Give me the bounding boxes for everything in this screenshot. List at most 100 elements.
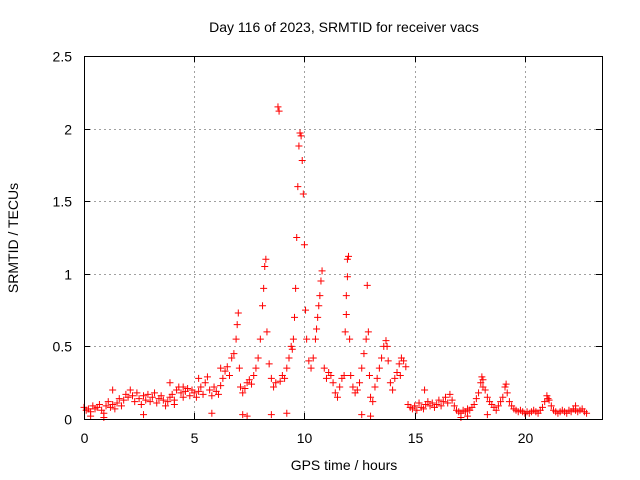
data-point [343,273,351,281]
data-point [293,234,301,241]
data-point [283,364,291,372]
x-tick-label: 10 [297,430,313,446]
data-point [483,393,491,401]
x-axis-label: GPS time / hours [291,457,398,473]
data-point [230,350,238,358]
data-point [349,383,357,391]
data-point [287,342,295,350]
data-point [281,374,289,382]
data-point [391,374,399,382]
x-tick-label: 0 [81,430,89,446]
data-point [109,386,117,394]
data-point [503,389,511,397]
data-point [272,379,280,387]
data-point [292,284,300,292]
data-point [221,367,229,375]
y-axis-label: SRMTID / TECUs [5,183,21,293]
data-point [95,400,103,408]
data-point [241,385,249,393]
data-point [262,255,270,263]
data-point [146,398,154,406]
data-point [296,129,304,137]
data-point [329,379,337,387]
data-point [263,328,271,336]
data-point [109,400,117,408]
data-point [214,390,222,398]
data-point [364,328,372,336]
data-point [543,392,551,400]
data-point [285,354,293,362]
data-point [265,360,273,368]
data-point [419,405,427,413]
data-point [363,281,371,289]
y-tick-label: 1 [64,267,72,283]
data-point [375,364,383,372]
data-point [170,400,178,408]
data-point [340,371,348,379]
data-point [365,371,373,379]
x-tick-label: 15 [408,430,424,446]
data-point [157,392,165,400]
data-point [446,390,454,398]
data-point [239,389,247,397]
data-point [572,402,580,410]
data-point [217,382,225,390]
data-point [210,383,218,391]
data-point [437,402,445,410]
data-point [294,183,302,191]
data-point [234,309,242,317]
data-point [184,385,192,393]
data-point [479,383,487,391]
data-point [345,252,353,260]
data-point [371,383,379,391]
grid-layer [84,56,602,419]
data-points [80,103,591,422]
data-point [358,411,366,419]
data-point [303,335,311,343]
data-point [208,409,216,417]
data-point [435,396,443,404]
y-tick-label: 2.5 [53,49,73,65]
data-point [313,325,321,333]
data-point [153,399,161,407]
data-point [104,398,112,406]
data-point [283,409,291,417]
data-point [142,396,150,404]
data-point [168,390,176,398]
data-point [347,371,355,379]
data-point [428,399,436,407]
data-point [177,389,185,397]
data-point [260,284,268,292]
data-point [545,396,553,404]
data-point [384,357,392,365]
y-tick-label: 1.5 [53,194,73,210]
data-point [299,190,307,198]
data-point [270,383,278,391]
data-point [179,393,187,401]
data-point [126,386,134,394]
data-point [192,393,200,401]
data-point [356,379,364,387]
data-point [541,398,549,406]
data-point [444,399,452,407]
data-point [492,406,500,414]
data-point [289,335,297,343]
data-point [159,396,167,404]
data-point [195,387,203,395]
data-point [470,400,478,408]
data-point [382,337,390,345]
data-point [393,369,401,377]
data-point [254,354,262,362]
data-point [233,321,241,329]
chart-title: Day 116 of 2023, SRMTID for receiver vac… [209,19,479,35]
data-point [195,374,203,382]
data-point [411,402,419,410]
y-tick-label: 0 [64,412,72,428]
data-point [479,376,487,384]
data-point [547,402,555,410]
data-point [433,400,441,408]
data-point [383,342,391,350]
data-point [305,357,313,365]
data-point [131,398,139,406]
